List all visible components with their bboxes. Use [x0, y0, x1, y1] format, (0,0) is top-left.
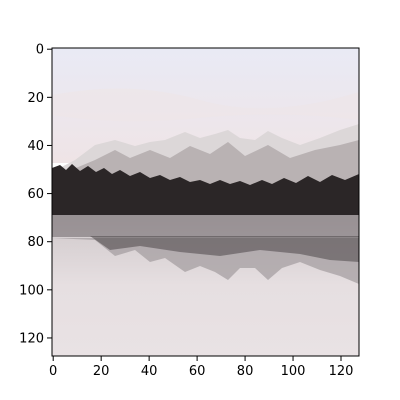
x-tick-label: 0	[49, 364, 57, 379]
forest-band	[52, 164, 359, 215]
x-tick-label: 40	[141, 364, 158, 379]
x-tick-label: 120	[329, 364, 354, 379]
reflection-dark	[52, 236, 359, 262]
y-tick-label: 20	[27, 91, 44, 106]
x-tick-label: 100	[281, 364, 306, 379]
y-tick-label: 60	[27, 187, 44, 202]
x-tick-label: 60	[189, 364, 206, 379]
shore-reflection	[52, 215, 359, 237]
image-area	[52, 48, 359, 356]
cloud-band	[52, 88, 359, 122]
y-tick-label: 0	[36, 43, 44, 58]
y-axis-ticks: 0 20 40 60 80 100 120	[19, 43, 52, 346]
y-tick-label: 120	[19, 331, 44, 346]
x-tick-label: 20	[93, 364, 110, 379]
y-tick-label: 100	[19, 283, 44, 298]
x-axis-ticks: 0 20 40 60 80 100 120	[49, 356, 353, 379]
y-tick-label: 80	[27, 235, 44, 250]
plot-frame	[51, 47, 360, 357]
x-tick-label: 80	[237, 364, 254, 379]
y-tick-label: 40	[27, 139, 44, 154]
